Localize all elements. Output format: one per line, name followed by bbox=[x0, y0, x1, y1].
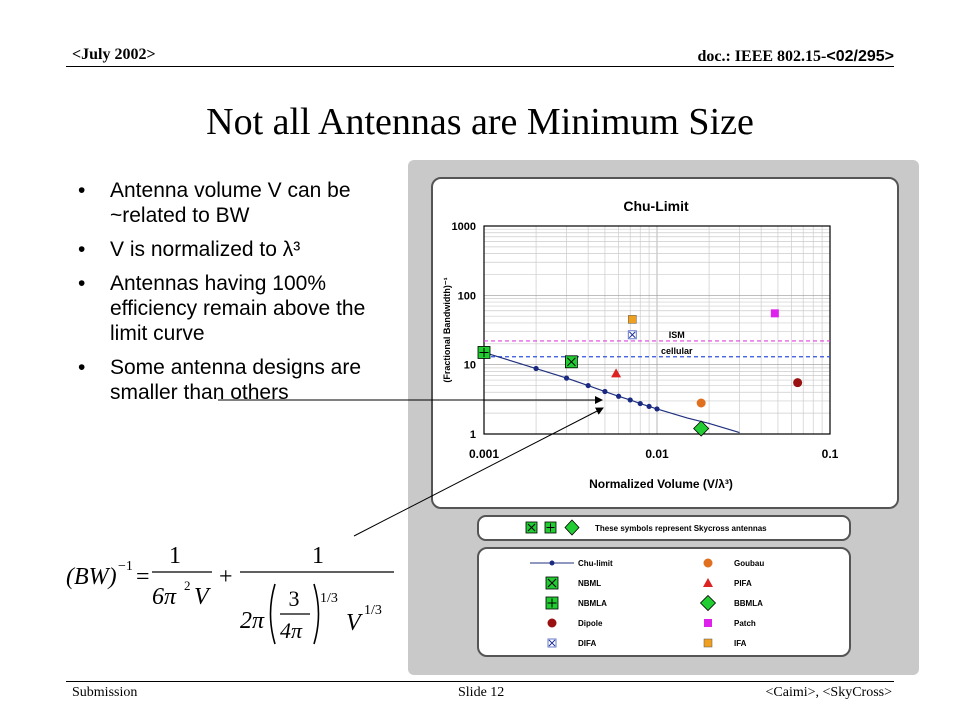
chu-limit-point bbox=[602, 388, 608, 395]
formula-three: 3 bbox=[289, 586, 300, 611]
patch-marker bbox=[770, 309, 779, 318]
formula-v1: V bbox=[194, 584, 211, 610]
chu-limit-point bbox=[646, 403, 652, 410]
formula-2pi: 2π bbox=[240, 608, 265, 634]
note-text: These symbols represent Skycross antenna… bbox=[595, 524, 767, 533]
formula-numerator-1: 1 bbox=[169, 543, 181, 569]
footer-submission: Submission bbox=[72, 685, 138, 700]
plot-card bbox=[431, 177, 899, 509]
ifa-marker bbox=[703, 638, 713, 648]
nbml-marker-x bbox=[547, 578, 557, 588]
bullet-item: Antennas having 100% efficiency remain a… bbox=[72, 271, 392, 346]
y-axis-label: (Fractional Bandwidth)⁻¹ bbox=[442, 277, 452, 382]
diamond-icon bbox=[564, 519, 580, 536]
plus-mark-icon bbox=[546, 523, 555, 532]
dipole-marker bbox=[793, 378, 803, 388]
formula-exp-v: 1/3 bbox=[364, 603, 382, 618]
doc-code: <02/295> bbox=[826, 48, 894, 65]
dipole-marker bbox=[547, 618, 557, 628]
x-tick-label: 0.01 bbox=[645, 447, 669, 461]
goubau-marker bbox=[703, 558, 713, 568]
reference-lines: ISM cellular bbox=[484, 330, 830, 358]
x-tick-label: 0.001 bbox=[469, 447, 499, 461]
footer-rule bbox=[66, 681, 894, 682]
legend-label: IFA bbox=[734, 639, 747, 648]
right-paren bbox=[313, 583, 320, 645]
legend-label: Patch bbox=[734, 619, 756, 628]
note-symbols bbox=[525, 519, 580, 536]
pifa-marker bbox=[703, 578, 713, 587]
legend-label: DIFA bbox=[578, 639, 596, 648]
formula-6pi: 6π bbox=[152, 584, 177, 610]
footer-authors: <Caimi>, <SkyCross> bbox=[765, 685, 893, 700]
plot-grid bbox=[483, 226, 830, 435]
x-axis-label: Normalized Volume (V/λ³) bbox=[589, 477, 733, 491]
chu-limit-point bbox=[533, 365, 539, 372]
patch-marker bbox=[704, 619, 712, 627]
formula-numerator-2: 1 bbox=[312, 543, 324, 569]
slide-title: Not all Antennas are Minimum Size bbox=[206, 101, 754, 143]
nbml-marker-x bbox=[567, 357, 576, 367]
chu-limit-point bbox=[563, 375, 570, 381]
pifa-marker bbox=[611, 368, 622, 378]
legend-label: BBMLA bbox=[734, 599, 763, 608]
bullet-item: Antenna volume V can be ~related to BW bbox=[72, 178, 392, 228]
pointer-arrow bbox=[353, 407, 604, 537]
legend-label: NBMLA bbox=[578, 599, 607, 608]
chu-limit-point bbox=[654, 406, 660, 412]
y-tick-label: 100 bbox=[458, 290, 476, 302]
formula-equals: = bbox=[136, 564, 150, 590]
legend-label: Dipole bbox=[578, 619, 603, 628]
bullet-item: Some antenna designs are smaller than ot… bbox=[72, 355, 392, 405]
chart-series bbox=[477, 309, 803, 437]
legend-label: PIFA bbox=[734, 579, 752, 588]
bbmla-marker bbox=[699, 594, 717, 612]
chu-limit-point bbox=[637, 400, 643, 407]
bullet-item: V is normalized to λ³ bbox=[72, 237, 392, 262]
header-rule bbox=[66, 66, 894, 67]
y-tick-label: 10 bbox=[464, 360, 476, 372]
plot-frame bbox=[483, 225, 831, 435]
tick-labels: 0.001 0.01 0.1 1 10 100 1000 bbox=[452, 221, 839, 461]
legend-label: NBML bbox=[578, 579, 601, 588]
difa-marker-x bbox=[628, 331, 636, 339]
chu-limit-point bbox=[616, 393, 622, 399]
reference-line-label: cellular bbox=[661, 346, 693, 356]
bullet-list: Antenna volume V can be ~related to BW V… bbox=[72, 178, 392, 414]
legend-label: Goubau bbox=[734, 559, 764, 568]
goubau-marker bbox=[696, 398, 706, 408]
y-tick-label: 1 bbox=[470, 429, 476, 441]
left-paren bbox=[269, 583, 276, 645]
legend-label: Chu-limit bbox=[578, 559, 613, 568]
x-mark-icon bbox=[527, 523, 536, 532]
ifa-marker bbox=[628, 315, 637, 324]
chu-limit-formula: (BW) −1 = 1 6π 2 V + 1 2π 3 4π 1/3 V 1/3 bbox=[66, 543, 394, 645]
formula-4pi: 4π bbox=[280, 618, 303, 643]
chart-legend: Chu-limit NBML NBMLA Dipole DIFA Goubau PIFA BB… bbox=[530, 558, 764, 648]
formula-exp-third: 1/3 bbox=[320, 591, 338, 606]
doc-prefix: doc.: IEEE 802.15- bbox=[697, 48, 827, 65]
formula-sq: 2 bbox=[184, 578, 191, 593]
formula-plus: + bbox=[219, 564, 233, 590]
x-tick-label: 0.1 bbox=[822, 447, 839, 461]
formula-exp: −1 bbox=[118, 559, 133, 574]
bbmla-marker bbox=[693, 420, 710, 437]
legend-dot-icon bbox=[549, 560, 555, 566]
formula-v2: V bbox=[346, 610, 363, 636]
header-left-date: <July 2002> bbox=[72, 46, 156, 63]
difa-marker-x bbox=[548, 639, 556, 647]
y-tick-label: 1000 bbox=[452, 221, 476, 233]
reference-line-label: ISM bbox=[669, 330, 685, 340]
chu-limit-point bbox=[585, 382, 591, 389]
nbmla-marker-plus bbox=[547, 598, 557, 608]
nbmla-marker-plus bbox=[479, 347, 489, 357]
formula-lhs: (BW) bbox=[66, 564, 117, 590]
chu-limit-point bbox=[627, 397, 633, 403]
chart-title: Chu-Limit bbox=[623, 198, 689, 214]
legend-box bbox=[477, 547, 851, 657]
header-doc-id: doc.: IEEE 802.15-<02/295> bbox=[697, 48, 894, 66]
footer-slide-number: Slide 12 bbox=[458, 685, 505, 700]
